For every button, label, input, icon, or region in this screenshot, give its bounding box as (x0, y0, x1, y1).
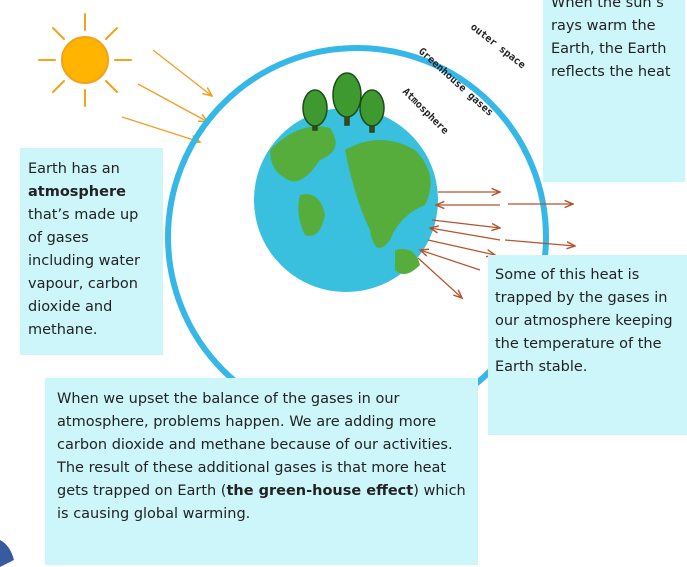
text: Earth has an (28, 161, 120, 177)
trapped-box: Some of this heat is trapped by the gase… (488, 255, 687, 435)
bold-text: atmosphere (28, 184, 126, 200)
bold-text: the green-house effect (226, 483, 413, 499)
reflect-text: When the sun’s rays warm the Earth, the … (551, 0, 671, 80)
sun (39, 14, 131, 106)
balance-box: When we upset the balance of the gases i… (45, 378, 478, 565)
text: that’s made up of gases including water … (28, 207, 140, 338)
reflect-box: When the sun’s rays warm the Earth, the … (543, 0, 685, 182)
outer-space-label: outer space (468, 22, 527, 71)
corner-image (0, 540, 14, 567)
sun-rays (122, 50, 212, 142)
earth (254, 108, 438, 292)
atmosphere-box: Earth has an atmosphere that’s made up o… (20, 148, 163, 355)
atmosphere-label: Atmosphere (400, 86, 450, 136)
page: {"labels": {"outer_space": "outer space"… (0, 0, 687, 567)
trapped-text: Some of this heat is trapped by the gase… (495, 267, 673, 375)
